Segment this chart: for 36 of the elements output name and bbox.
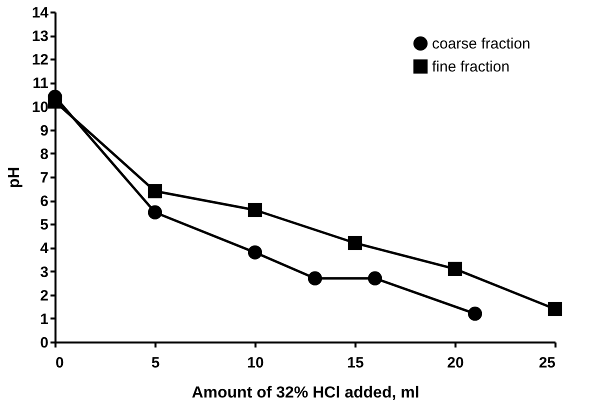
point [248, 245, 262, 260]
legend-label: fine fraction [432, 58, 510, 76]
y-tick-label: 8 [40, 146, 48, 163]
point [148, 205, 162, 220]
point [548, 302, 562, 316]
point [368, 271, 382, 286]
y-tick-label: 9 [40, 122, 48, 140]
point [468, 306, 482, 321]
x-tick-label: 10 [247, 354, 264, 372]
y-tick-label: 2 [40, 287, 48, 304]
x-axis-title: Amount of 32% HCl added, ml [192, 384, 420, 402]
x-tick-label: 25 [538, 354, 556, 372]
point [148, 184, 162, 198]
y-tick-label: 14 [32, 4, 50, 22]
y-tick-label: 13 [32, 28, 48, 46]
y-tick-label: 6 [40, 193, 48, 210]
legend-label: coarse fraction [432, 36, 530, 52]
y-axis-title: pH [6, 166, 23, 188]
y-tick-label: 10 [32, 98, 48, 116]
y-tick-label: 11 [32, 75, 48, 92]
point [348, 236, 362, 250]
y-tick-label: 1 [40, 310, 48, 328]
x-tick-label: 5 [151, 354, 160, 372]
x-tick-label: 0 [56, 354, 64, 372]
x-tick-label: 20 [447, 354, 464, 372]
y-tick-label: 7 [40, 170, 48, 186]
y-tick-label: 3 [40, 264, 48, 281]
point [308, 271, 322, 286]
y-tick-label: 4 [40, 240, 50, 258]
y-tick-label: 12 [32, 52, 48, 69]
y-tick-label: 0 [40, 334, 48, 352]
x-tick-label: 15 [347, 354, 364, 372]
point [248, 202, 262, 218]
y-tick-label: 5 [40, 216, 48, 234]
point [448, 262, 462, 276]
point [48, 94, 62, 109]
